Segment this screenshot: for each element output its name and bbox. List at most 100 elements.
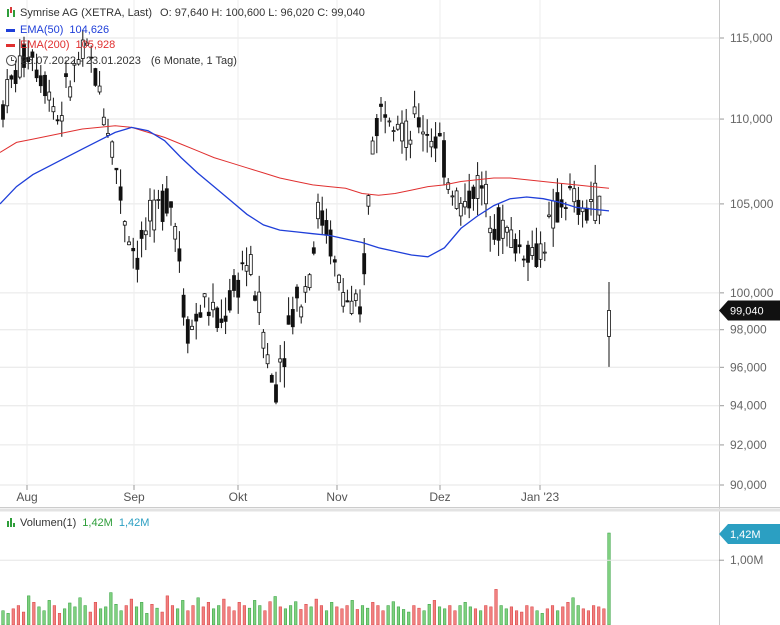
- candle-body: [131, 247, 136, 252]
- candle-body: [475, 175, 480, 199]
- volume-value-2: 1,42M: [118, 517, 150, 529]
- volume-bar: [170, 605, 175, 625]
- volume-bar: [294, 601, 298, 625]
- candle-body: [135, 257, 140, 270]
- y-tick-label: 90,000: [730, 478, 767, 492]
- candle-body: [534, 243, 539, 267]
- candle-body: [479, 185, 484, 189]
- candle-body: [240, 262, 245, 265]
- volume-bar: [561, 606, 565, 625]
- candle-body: [400, 122, 404, 142]
- candle-body: [521, 258, 526, 261]
- date-range: 25.07.2022 - 23.01.2023: [21, 55, 141, 67]
- candle-body: [408, 139, 413, 145]
- volume-bar: [453, 610, 457, 625]
- volume-bar: [191, 605, 195, 625]
- volume-bar: [504, 608, 508, 625]
- y-tick-label: 115,000: [730, 31, 773, 45]
- candle-body: [34, 69, 39, 79]
- volume-bar: [93, 602, 97, 625]
- volume-bar: [196, 597, 200, 625]
- volume-bar: [550, 605, 555, 625]
- volume-label: Volumen(1): [20, 517, 77, 529]
- candle-body: [1, 104, 5, 120]
- candle-body: [278, 358, 283, 363]
- candle-body: [370, 140, 375, 155]
- y-tick-label: 100,000: [730, 286, 774, 300]
- volume-bar: [16, 605, 20, 625]
- candle-body: [80, 39, 85, 59]
- volume-bars: [1, 532, 611, 625]
- candle-body: [290, 309, 295, 328]
- candle-body: [496, 207, 501, 241]
- volume-bar: [78, 597, 82, 625]
- volume-bar: [535, 610, 539, 625]
- volume-bar: [494, 589, 498, 625]
- candle-body: [316, 201, 320, 220]
- candle-body: [299, 306, 304, 318]
- volume-bar: [155, 607, 159, 625]
- candle-body: [446, 182, 451, 190]
- volume-legend: Volumen(1) 1,42M 1,42M: [6, 516, 149, 531]
- candle-body: [303, 286, 308, 293]
- volume-bar: [376, 605, 380, 625]
- volume-bar: [217, 605, 221, 625]
- volume-bar: [335, 606, 339, 625]
- candle-body: [194, 313, 199, 322]
- candle-body: [215, 307, 220, 329]
- candle-body: [437, 132, 442, 137]
- ema200-legend[interactable]: EMA(200) 105,928: [6, 38, 115, 52]
- candle-body: [9, 75, 14, 80]
- volume-bar: [360, 605, 365, 625]
- volume-bar: [222, 598, 226, 625]
- x-tick-label: Dez: [429, 490, 450, 504]
- volume-bar: [468, 606, 472, 625]
- candle-body: [93, 68, 98, 86]
- candle-body: [353, 293, 358, 301]
- candle-body: [177, 248, 182, 262]
- candle-body: [383, 114, 388, 118]
- volume-bar: [458, 605, 462, 625]
- candle-body: [257, 291, 262, 313]
- ema50-legend[interactable]: EMA(50) 104,626: [6, 23, 109, 37]
- candle-body: [110, 141, 115, 158]
- candle-body: [143, 230, 148, 236]
- volume-bar: [386, 605, 390, 625]
- volume-bar: [63, 608, 67, 625]
- candle-body: [458, 202, 463, 217]
- candle-body: [345, 300, 350, 303]
- volume-bar: [581, 608, 585, 625]
- volume-tick-label: 1,00M: [730, 553, 763, 567]
- volume-bar: [355, 609, 359, 625]
- volume-bar: [473, 608, 478, 625]
- volume-bar: [484, 605, 488, 625]
- x-tick-label: Jan '23: [521, 490, 560, 504]
- volume-bar: [432, 600, 436, 625]
- volume-bar: [124, 605, 128, 625]
- candle-body: [169, 201, 173, 208]
- candle-body: [13, 70, 18, 84]
- volume-bar: [304, 604, 308, 625]
- volume-bar: [232, 610, 236, 625]
- candle-body: [555, 192, 560, 223]
- volume-bar: [160, 611, 164, 625]
- volume-bar: [556, 610, 560, 625]
- volume-bar: [140, 602, 144, 625]
- candle-body: [72, 63, 77, 66]
- candle-body: [513, 239, 518, 254]
- candle-body: [311, 247, 316, 254]
- candle-body: [391, 130, 396, 132]
- volume-badge: 1,42M: [719, 524, 780, 544]
- candle-body: [429, 140, 434, 148]
- volume-bar: [299, 609, 303, 625]
- volume-bar: [592, 605, 596, 625]
- candle-body: [265, 354, 270, 365]
- volume-bar: [47, 600, 51, 625]
- volume-bar: [402, 609, 406, 625]
- candle-body: [597, 195, 602, 216]
- candle-body: [51, 106, 56, 113]
- volume-bar: [165, 595, 169, 625]
- candle-body: [538, 243, 543, 260]
- last-price-badge: 99,040: [719, 300, 780, 321]
- candle-body: [97, 85, 102, 93]
